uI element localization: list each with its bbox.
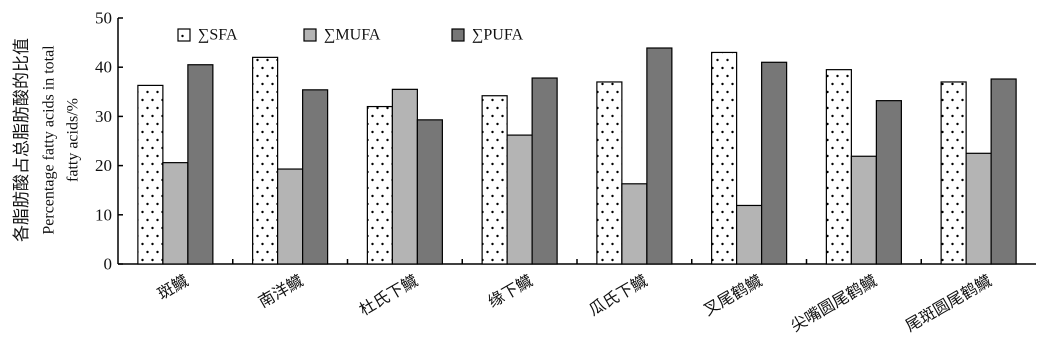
x-tick-label: 叉尾鹤鱵 (700, 271, 765, 319)
bar-solid-1-1 (277, 168, 304, 265)
bar-solid-1-0 (162, 162, 189, 265)
y-axis: 0 10 20 30 40 50 (95, 9, 123, 274)
x-tick-label: 杜氏下鱵 (356, 271, 421, 319)
y-axis-title-line-2: Percentage fatty acids in total (41, 45, 58, 235)
bar-solid-2-1 (302, 89, 329, 265)
legend-swatch-0 (177, 28, 191, 42)
bar-solid-1-5 (736, 204, 763, 265)
legend: ∑SFA ∑MUFA ∑PUFA (177, 27, 524, 44)
bars-group (137, 47, 1017, 265)
bar-solid-2-4 (646, 47, 673, 265)
bar-solid-2-7 (990, 78, 1017, 265)
bar-dotted-0-2 (366, 105, 393, 265)
legend-swatch-1 (303, 28, 317, 42)
bar-solid-2-0 (187, 64, 214, 265)
bar-solid-2-6 (875, 100, 902, 265)
legend-swatch-2 (451, 28, 465, 42)
bar-solid-1-2 (391, 88, 418, 265)
y-axis-title: 各脂肪酸占总脂肪酸的比值 Percentage fatty acids in to… (12, 38, 82, 242)
bar-solid-1-4 (621, 183, 648, 265)
x-tick-label: 斑鱵 (154, 271, 191, 303)
bar-dotted-0-1 (252, 56, 279, 265)
y-tick-label-50: 50 (95, 9, 112, 28)
y-tick-label-20: 20 (95, 156, 112, 175)
x-tick-label: 尖嘴圆尾鹤鱵 (787, 271, 880, 335)
bar-solid-2-2 (416, 119, 443, 265)
y-axis-title-line-3: fatty acids/% (65, 98, 82, 182)
legend-label-2: ∑PUFA (472, 27, 524, 44)
bar-dotted-0-3 (481, 95, 508, 265)
bar-solid-1-3 (506, 134, 533, 265)
bar-solid-2-3 (531, 77, 558, 265)
x-tick-label: 尾斑圆尾鹤鱵 (902, 271, 995, 335)
bar-solid-1-7 (965, 152, 992, 265)
y-tick-label-40: 40 (95, 58, 112, 77)
y-tick-label-10: 10 (95, 205, 112, 224)
x-axis: 斑鱵 南洋鱵 杜氏下鱵 缘下鱵 瓜氏下鱵 叉尾鹤鱵 尖嘴圆尾鹤鱵 尾斑圆尾鹤鱵 (118, 259, 1036, 335)
x-tick-label: 缘下鱵 (485, 271, 536, 311)
bar-dotted-0-4 (596, 81, 623, 265)
y-tick-label-30: 30 (95, 107, 112, 126)
x-tick-label: 瓜氏下鱵 (585, 271, 650, 319)
legend-label-0: ∑SFA (198, 27, 238, 44)
y-axis-title-line-1: 各脂肪酸占总脂肪酸的比值 (12, 38, 32, 242)
legend-label-1: ∑MUFA (324, 27, 381, 44)
y-tick-label-0: 0 (104, 255, 113, 274)
bar-dotted-0-6 (825, 69, 852, 265)
bar-dotted-0-7 (940, 81, 967, 265)
x-tick-label: 南洋鱵 (255, 271, 306, 311)
bar-dotted-0-0 (137, 84, 164, 265)
bar-solid-1-6 (850, 155, 877, 265)
bar-dotted-0-5 (711, 51, 738, 265)
bar-solid-2-5 (761, 61, 788, 265)
